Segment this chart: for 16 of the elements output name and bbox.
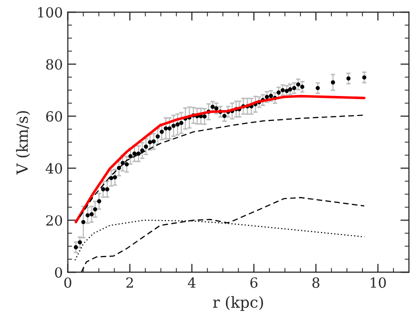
y-tick-label: 60 bbox=[46, 111, 62, 122]
y-tick-label: 20 bbox=[46, 215, 62, 226]
line-series bbox=[74, 94, 366, 224]
x-tick-label: 6 bbox=[250, 277, 258, 288]
y-axis-title: V (km/s) bbox=[16, 111, 30, 175]
x-tick-label: 8 bbox=[312, 277, 320, 288]
x-axis-title: r (kpc) bbox=[213, 296, 263, 311]
y-tick-label: 40 bbox=[46, 163, 62, 174]
line-series bbox=[79, 114, 365, 218]
x-tick-label: 10 bbox=[370, 277, 386, 288]
y-tick-label: 80 bbox=[46, 59, 62, 70]
y-tick-label: 0 bbox=[55, 267, 62, 278]
x-tick-label: 2 bbox=[126, 277, 133, 288]
y-tick-label: 100 bbox=[38, 7, 62, 18]
x-tick-label: 4 bbox=[188, 277, 196, 288]
x-tick-label: 0 bbox=[64, 277, 72, 288]
